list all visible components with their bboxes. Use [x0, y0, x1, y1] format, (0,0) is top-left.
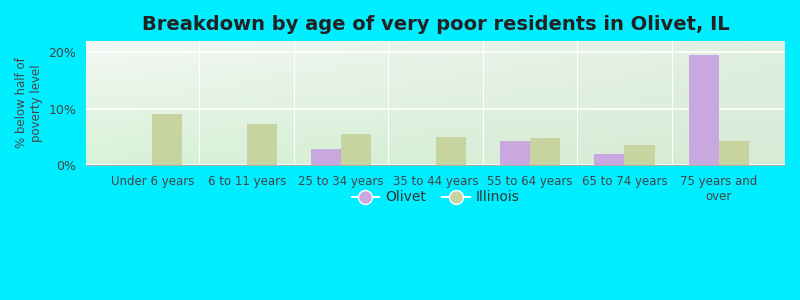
Y-axis label: % below half of
poverty level: % below half of poverty level — [15, 58, 43, 148]
Bar — [246, 124, 277, 165]
Bar — [530, 138, 560, 165]
Bar — [311, 149, 341, 165]
Bar — [719, 141, 749, 165]
Legend: Olivet, Illinois: Olivet, Illinois — [346, 185, 525, 210]
Bar — [435, 137, 466, 165]
Bar — [341, 134, 371, 165]
Bar — [689, 55, 719, 165]
Bar — [500, 141, 530, 165]
Bar — [152, 114, 182, 165]
Bar — [625, 145, 654, 165]
Title: Breakdown by age of very poor residents in Olivet, IL: Breakdown by age of very poor residents … — [142, 15, 730, 34]
Bar — [594, 154, 625, 165]
